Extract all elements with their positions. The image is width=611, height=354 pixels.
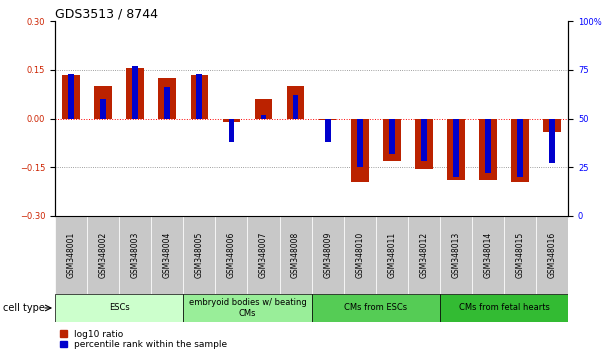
Bar: [183, 216, 216, 294]
Bar: [549, 119, 555, 163]
Bar: [183, 294, 312, 322]
Text: GSM348009: GSM348009: [323, 232, 332, 278]
Bar: [255, 99, 273, 119]
Bar: [472, 216, 504, 294]
Bar: [126, 68, 144, 119]
Bar: [229, 119, 234, 142]
Bar: [247, 216, 280, 294]
Bar: [191, 75, 208, 119]
Bar: [68, 74, 74, 119]
Bar: [87, 216, 119, 294]
Bar: [261, 115, 266, 119]
Bar: [55, 294, 183, 322]
Bar: [222, 119, 240, 122]
Bar: [152, 216, 183, 294]
Text: GSM348004: GSM348004: [163, 232, 172, 278]
Bar: [453, 119, 459, 177]
Text: GSM348010: GSM348010: [355, 232, 364, 278]
Bar: [357, 119, 362, 167]
Bar: [389, 119, 395, 154]
Bar: [280, 216, 312, 294]
Text: GSM348014: GSM348014: [483, 232, 492, 278]
Bar: [343, 216, 376, 294]
Text: GSM348002: GSM348002: [98, 232, 108, 278]
Text: embryoid bodies w/ beating
CMs: embryoid bodies w/ beating CMs: [189, 298, 306, 318]
Bar: [133, 66, 138, 119]
Bar: [312, 216, 343, 294]
Text: GSM348003: GSM348003: [131, 232, 140, 278]
Bar: [479, 119, 497, 180]
Text: GSM348012: GSM348012: [419, 232, 428, 278]
Bar: [197, 74, 202, 119]
Text: GSM348011: GSM348011: [387, 232, 397, 278]
Bar: [319, 119, 337, 120]
Bar: [485, 119, 491, 173]
Bar: [158, 78, 176, 119]
Text: GSM348001: GSM348001: [67, 232, 76, 278]
Bar: [383, 119, 401, 161]
Text: GDS3513 / 8744: GDS3513 / 8744: [55, 7, 158, 20]
Bar: [312, 294, 440, 322]
Text: GSM348008: GSM348008: [291, 232, 300, 278]
Bar: [440, 216, 472, 294]
Bar: [55, 216, 87, 294]
Bar: [164, 87, 170, 119]
Text: GSM348016: GSM348016: [547, 232, 557, 278]
Bar: [511, 119, 529, 182]
Text: ESCs: ESCs: [109, 303, 130, 313]
Bar: [287, 86, 304, 119]
Bar: [293, 95, 298, 119]
Text: CMs from ESCs: CMs from ESCs: [344, 303, 408, 313]
Bar: [94, 86, 112, 119]
Bar: [351, 119, 368, 182]
Bar: [216, 216, 247, 294]
Text: GSM348006: GSM348006: [227, 232, 236, 278]
Text: GSM348015: GSM348015: [516, 232, 525, 278]
Bar: [421, 119, 426, 161]
Bar: [415, 119, 433, 169]
Bar: [536, 216, 568, 294]
Bar: [100, 99, 106, 119]
Bar: [325, 119, 331, 142]
Text: GSM348013: GSM348013: [452, 232, 461, 278]
Bar: [119, 216, 152, 294]
Legend: log10 ratio, percentile rank within the sample: log10 ratio, percentile rank within the …: [59, 330, 227, 349]
Text: GSM348007: GSM348007: [259, 232, 268, 278]
Text: GSM348005: GSM348005: [195, 232, 204, 278]
Text: cell type: cell type: [3, 303, 45, 313]
Bar: [440, 294, 568, 322]
Text: CMs from fetal hearts: CMs from fetal hearts: [459, 303, 549, 313]
Bar: [518, 119, 523, 177]
Bar: [376, 216, 408, 294]
Bar: [504, 216, 536, 294]
Bar: [62, 75, 80, 119]
Bar: [408, 216, 440, 294]
Bar: [447, 119, 465, 180]
Bar: [543, 119, 561, 132]
